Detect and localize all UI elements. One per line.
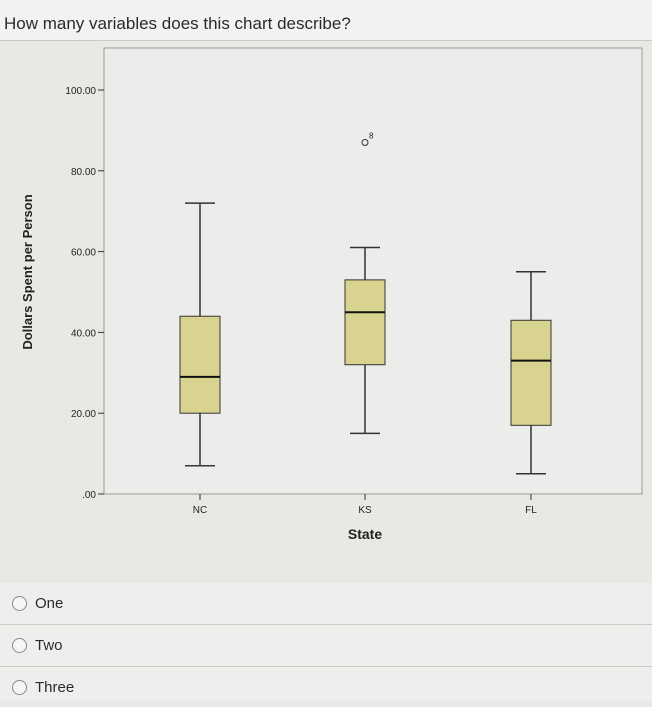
x-axis-label: State [348, 526, 382, 542]
box-fl [510, 271, 552, 475]
x-tick-label: NC [193, 505, 207, 516]
x-tick-label: FL [525, 505, 537, 516]
option-label: Two [35, 636, 63, 654]
y-tick-label: .00 [82, 490, 96, 501]
y-tick-label: 20.00 [71, 409, 96, 420]
option-three[interactable]: Three [0, 667, 652, 707]
y-tick-label: 40.00 [71, 328, 96, 339]
question-text: How many variables does this chart descr… [4, 14, 351, 33]
y-tick-label: 80.00 [71, 167, 96, 178]
chart-area: Dollars Spent per Person State 100.00 80.… [0, 41, 652, 583]
radio-icon[interactable] [12, 595, 27, 611]
divider [0, 666, 652, 667]
option-label: One [35, 594, 64, 612]
plot-frame [103, 47, 643, 495]
option-two[interactable]: Two [0, 625, 652, 665]
outlier-label: 8 [369, 132, 374, 141]
box-iqr [344, 279, 386, 366]
radio-icon[interactable] [12, 679, 27, 695]
box-nc [179, 202, 221, 467]
divider [0, 40, 652, 41]
option-label: Three [35, 678, 75, 696]
question-header: How many variables does this chart descr… [0, 0, 652, 40]
y-tick-label: 60.00 [71, 248, 96, 259]
x-tick-label: KS [358, 505, 372, 516]
box-iqr [510, 319, 552, 426]
answer-options: One Two Three [0, 583, 652, 700]
divider [0, 624, 652, 625]
y-tick-label: 100.00 [65, 86, 96, 97]
box-plot: Dollars Spent per Person State 100.00 80.… [20, 47, 643, 542]
outlier-point [361, 139, 369, 147]
box-ks [344, 246, 386, 435]
option-one[interactable]: One [0, 583, 652, 623]
radio-icon[interactable] [12, 637, 27, 653]
y-axis-label: Dollars Spent per Person [20, 194, 35, 349]
box-iqr [179, 315, 221, 414]
